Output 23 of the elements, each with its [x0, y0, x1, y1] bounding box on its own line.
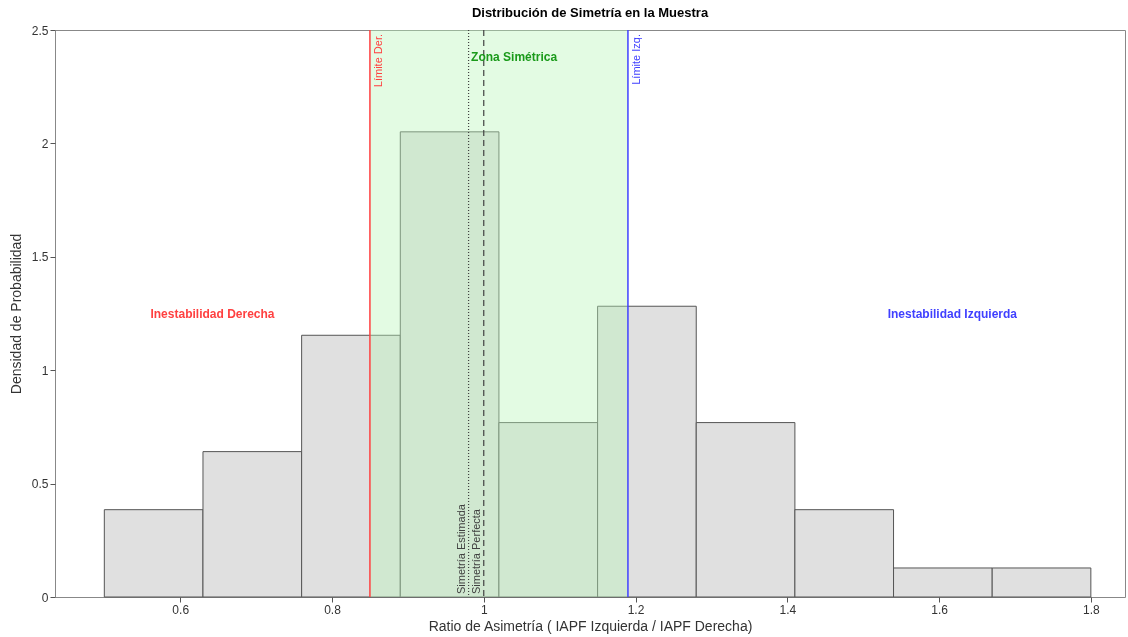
annotation: Inestabilidad Derecha — [150, 307, 275, 321]
ref-line-label: Simetría Estimada — [454, 503, 467, 594]
y-tick-label: 1.5 — [31, 250, 49, 265]
x-tick-label: 1.2 — [627, 602, 645, 617]
y-tick-label: 0.5 — [31, 477, 49, 492]
x-tick-label: 0.8 — [324, 602, 342, 617]
x-tick-label: 0.6 — [172, 602, 190, 617]
y-axis-title: Densidad de Probabilidad — [7, 233, 24, 395]
annotation: Inestabilidad Izquierda — [887, 307, 1018, 321]
y-tick-label: 2 — [41, 136, 49, 151]
ref-line-label: Límite Izq. — [629, 34, 642, 85]
x-axis-title: Ratio de Asimetría ( IAPF Izquierda / IAPF Derecha) — [428, 617, 753, 634]
x-tick-label: 1.6 — [931, 602, 949, 617]
y-tick-label: 0 — [41, 590, 49, 605]
y-tick-label: 2.5 — [31, 23, 49, 38]
x-tick-label: 1.8 — [1083, 602, 1101, 617]
chart-title: Distribución de Simetría en la Muestra — [471, 5, 709, 20]
annotation: Zona Simétrica — [471, 50, 558, 64]
ref-line-label: Simetría Perfecta — [469, 508, 482, 594]
x-tick-label: 1.4 — [779, 602, 797, 617]
y-tick-label: 1 — [41, 363, 49, 378]
ref-line-label: Límite Der. — [371, 34, 384, 88]
x-tick-label: 1 — [480, 602, 488, 617]
